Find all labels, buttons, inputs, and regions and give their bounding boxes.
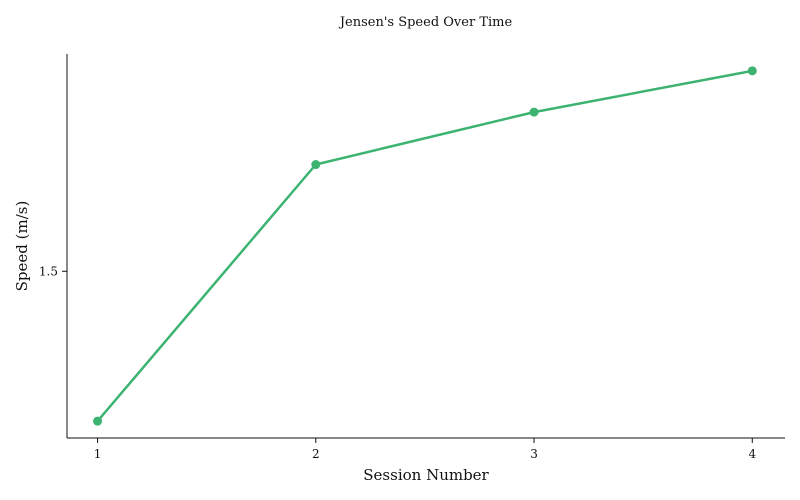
- series-line: [96, 69, 754, 423]
- data-point: [747, 66, 757, 76]
- y-axis-ticks: 1.5: [39, 264, 67, 278]
- data-point: [529, 107, 539, 117]
- y-axis-label: Speed (m/s): [13, 201, 31, 292]
- chart-title: Jensen's Speed Over Time: [338, 15, 513, 30]
- series-layer: [93, 66, 757, 426]
- x-axis-ticks: 1 2 3 4: [94, 438, 756, 461]
- data-point: [93, 416, 103, 426]
- x-tick-label: 2: [312, 447, 320, 461]
- data-point: [311, 160, 321, 170]
- x-tick-label: 1: [94, 447, 102, 461]
- x-axis-label: Session Number: [363, 466, 489, 484]
- x-tick-label: 4: [748, 447, 756, 461]
- x-tick-label: 3: [530, 447, 538, 461]
- y-tick-label: 1.5: [39, 264, 58, 278]
